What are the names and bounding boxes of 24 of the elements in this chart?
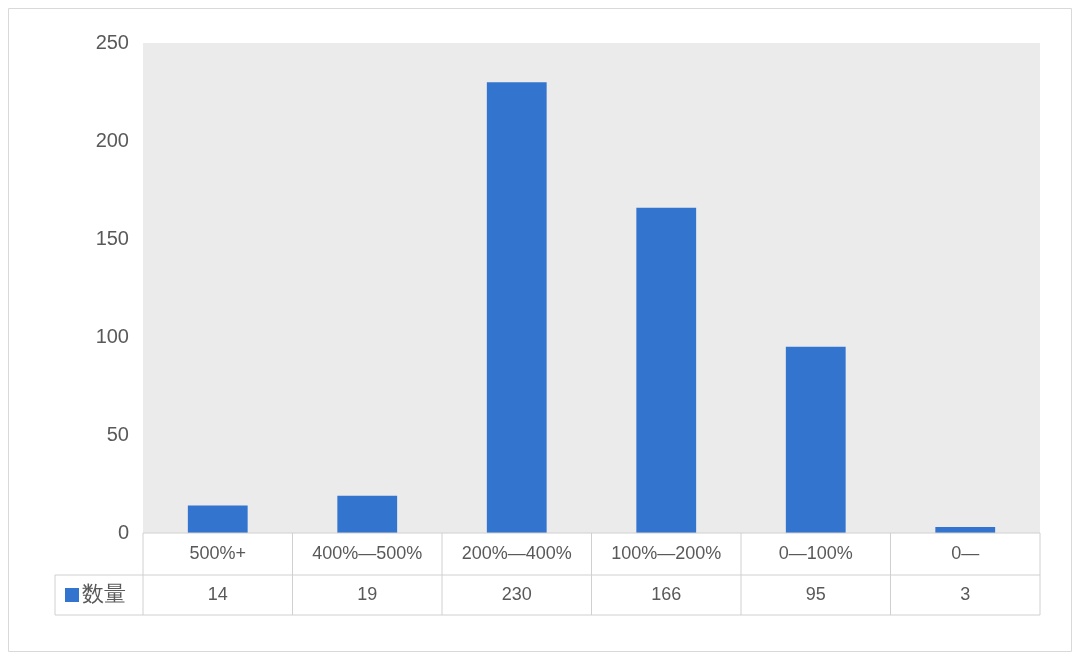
data-label: 95 (805, 583, 826, 604)
data-label: 14 (207, 583, 228, 604)
bar (785, 346, 846, 533)
y-tick-label: 250 (95, 30, 129, 53)
bar (636, 207, 697, 533)
x-tick-label: 200%—400% (461, 542, 572, 563)
x-tick-label: 0— (951, 542, 980, 563)
data-label: 230 (501, 583, 532, 604)
x-tick-label: 500%+ (189, 542, 247, 563)
data-label: 166 (651, 583, 682, 604)
y-tick-label: 150 (95, 226, 129, 249)
x-tick-label: 100%—200% (611, 542, 722, 563)
x-tick-label: 0—100% (778, 542, 853, 563)
y-tick-label: 200 (95, 128, 129, 151)
data-label: 3 (960, 583, 971, 604)
y-tick-label: 50 (106, 422, 129, 445)
legend-label: 数量 (82, 581, 126, 607)
y-tick-label: 100 (95, 324, 129, 347)
data-label: 19 (357, 583, 378, 604)
y-tick-label: 0 (117, 520, 129, 543)
x-tick-label: 400%—500% (312, 542, 423, 563)
bar (486, 82, 547, 533)
bar (337, 495, 398, 533)
bar (187, 505, 248, 533)
